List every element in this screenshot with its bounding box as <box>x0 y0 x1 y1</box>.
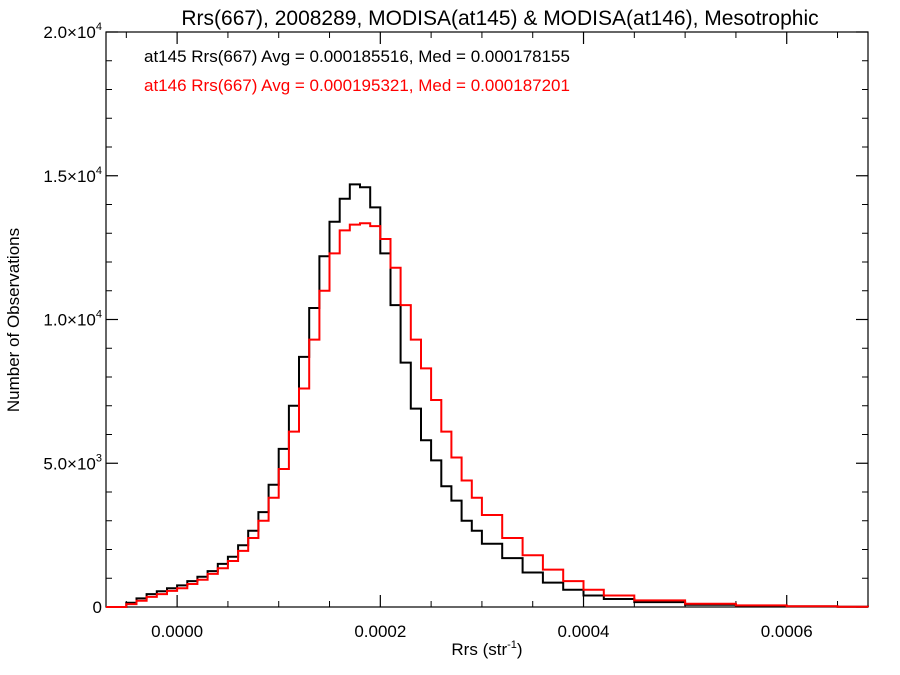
y-tick-label: 1.5×104 <box>43 165 102 186</box>
y-axis-label: Number of Observations <box>4 228 23 412</box>
x-axis-label: Rrs (str-1) <box>451 639 522 659</box>
annotation-at145: at145 Rrs(667) Avg = 0.000185516, Med = … <box>144 47 570 66</box>
series-layer <box>106 183 869 608</box>
x-tick-label: 0.0006 <box>761 622 813 641</box>
series-line-1 <box>106 222 869 608</box>
x-tick-label: 0.0004 <box>558 622 610 641</box>
y-tick-label: 1.0×104 <box>43 309 102 330</box>
x-tick-label: 0.0000 <box>151 622 203 641</box>
y-axis: 0 5.0×103 1.0×104 1.5×104 2.0×104 <box>43 21 868 617</box>
x-axis-label-exp: -1 <box>507 639 517 651</box>
x-axis-label-close: ) <box>517 640 523 659</box>
x-axis-label-base: Rrs (str <box>451 640 507 659</box>
series-line-0 <box>106 183 869 608</box>
annotation-at146: at146 Rrs(667) Avg = 0.000195321, Med = … <box>144 76 570 95</box>
chart-title: Rrs(667), 2008289, MODISA(at145) & MODIS… <box>181 7 818 30</box>
plot-frame <box>105 31 869 608</box>
x-tick-label: 0.0002 <box>354 622 406 641</box>
y-tick-label: 5.0×103 <box>43 452 102 473</box>
y-tick-label: 0 <box>93 598 102 617</box>
x-axis: 0.0000 0.0002 0.0004 0.0006 <box>125 32 839 641</box>
y-tick-label: 2.0×104 <box>43 21 102 42</box>
